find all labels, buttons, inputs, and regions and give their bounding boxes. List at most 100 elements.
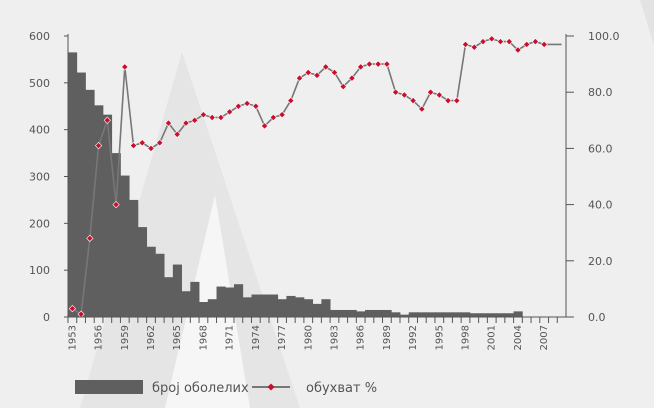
line-point	[138, 139, 146, 147]
x-tick-label: 1968	[198, 325, 209, 350]
line-point	[234, 102, 242, 110]
x-tick-label: 1962	[146, 325, 157, 350]
bar	[111, 153, 121, 317]
bar	[137, 227, 148, 317]
line-point	[392, 88, 400, 96]
x-tick-label: 1989	[382, 325, 393, 350]
legend-label-line: обухват %	[306, 381, 377, 396]
legend-swatch-marker	[267, 383, 275, 391]
line-point	[461, 40, 470, 49]
y-left-tick-label: 600	[29, 30, 50, 43]
line-point	[496, 37, 505, 46]
line-point	[295, 74, 304, 82]
x-tick-label: 1956	[94, 325, 105, 350]
bar	[321, 299, 331, 317]
bar	[373, 309, 383, 317]
line-point	[426, 88, 435, 96]
line-point	[400, 91, 408, 99]
bar	[146, 246, 156, 317]
y-right-tick-label: 80.0	[588, 86, 613, 99]
line-point	[383, 60, 391, 68]
x-tick-label: 1992	[408, 325, 419, 350]
bar	[286, 295, 296, 317]
x-tick-label: 1980	[303, 325, 314, 350]
bar	[120, 175, 130, 317]
line-point	[86, 234, 94, 242]
bar	[181, 291, 191, 317]
line-point	[156, 139, 164, 147]
x-tick-label: 1986	[356, 325, 367, 350]
line-point	[540, 40, 548, 49]
line-point	[531, 37, 540, 46]
y-right-tick-label: 60.0	[588, 142, 613, 155]
bar	[417, 312, 427, 317]
line-point	[435, 91, 443, 99]
bar	[94, 105, 104, 318]
bar	[391, 312, 401, 317]
x-tick-label: 1971	[225, 325, 236, 350]
bar	[487, 313, 497, 317]
line-point	[208, 113, 216, 122]
bar	[190, 281, 200, 317]
bar	[295, 297, 305, 317]
x-tick-label: 1977	[277, 325, 288, 350]
bar	[216, 286, 226, 317]
bar	[426, 312, 436, 317]
bar	[356, 311, 366, 317]
bar	[443, 312, 453, 317]
bar	[408, 312, 418, 317]
bar	[330, 309, 340, 317]
y-right-tick-label: 40.0	[588, 199, 613, 212]
line-point	[287, 97, 295, 105]
line-point	[121, 63, 129, 71]
bar	[207, 299, 217, 317]
bar	[504, 313, 514, 317]
bar	[68, 52, 78, 318]
line-point	[488, 35, 496, 43]
line-point	[505, 37, 513, 46]
bar	[172, 264, 182, 317]
bar	[434, 312, 445, 317]
bar	[76, 72, 86, 317]
line-point	[269, 113, 277, 122]
background-shape	[80, 52, 300, 408]
x-tick-label: 1974	[251, 325, 262, 350]
legend-label-bars: број оболелих	[152, 381, 249, 396]
bar	[102, 114, 113, 318]
bar	[347, 309, 357, 317]
bar	[365, 309, 375, 317]
x-tick-label: 1965	[172, 325, 183, 350]
y-left-tick-label: 500	[29, 77, 50, 90]
line-point	[112, 200, 120, 209]
line-point	[147, 144, 155, 153]
x-tick-label: 2007	[539, 325, 550, 350]
x-tick-label: 2004	[513, 325, 524, 350]
x-tick-label: 1953	[67, 325, 78, 350]
bar	[277, 299, 287, 317]
line-point	[191, 116, 199, 124]
y-left-tick-label: 400	[29, 124, 50, 137]
line-point	[409, 97, 417, 105]
line-point	[365, 60, 374, 68]
line-point	[243, 99, 251, 108]
bar	[260, 294, 270, 317]
x-tick-label: 2001	[487, 325, 498, 350]
line-point	[173, 130, 181, 138]
line-point	[330, 68, 339, 77]
bar	[496, 313, 506, 317]
line-point	[470, 43, 478, 51]
line-point	[418, 105, 426, 113]
line-point	[252, 102, 260, 110]
y-left-tick-label: 0	[43, 311, 50, 324]
line-point	[217, 113, 225, 122]
bar	[251, 294, 261, 317]
line-point	[348, 74, 356, 82]
y-right-tick-label: 20.0	[588, 255, 613, 268]
bar	[85, 89, 95, 317]
y-right-tick-label: 0.0	[588, 311, 606, 324]
bar	[242, 297, 252, 317]
line-point	[129, 141, 138, 150]
line-point	[199, 111, 208, 119]
bar	[400, 314, 410, 317]
line-point	[94, 141, 103, 150]
